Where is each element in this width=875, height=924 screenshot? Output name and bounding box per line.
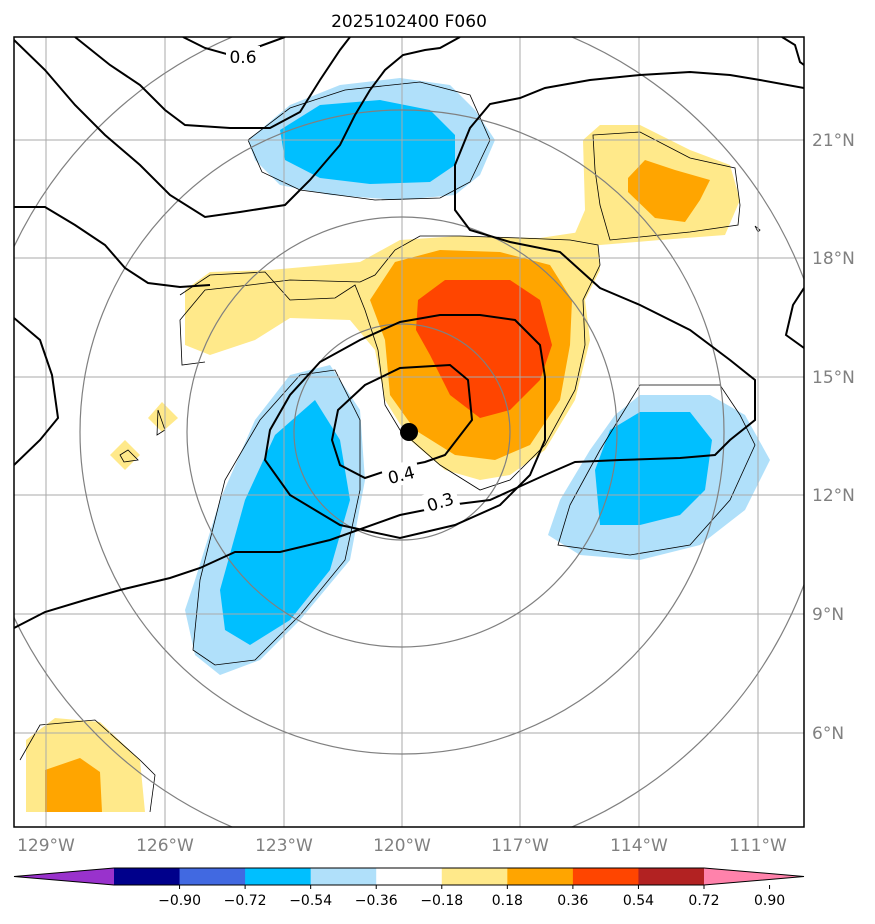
colorbar-segment: [310, 868, 377, 885]
contour-0.6-arc: [74, 37, 351, 129]
label-bg-0.6: [226, 46, 260, 68]
shaded-fields: [26, 78, 770, 812]
colorbar-tick-label: 0.54: [623, 893, 654, 909]
lon-tick-label: 114°W: [610, 836, 668, 856]
contour-left-upper: [14, 206, 211, 289]
colorbar-outline: [13, 867, 805, 886]
colorbar-tick-label: 0.90: [754, 893, 785, 909]
pos-anomaly-speck-1: [148, 402, 178, 432]
lon-tick-label: 123°W: [255, 836, 313, 856]
colorbar: −0.90 −0.72 −0.54 −0.36 −0.18 0.18 0.36 0.54 0.7…: [13, 867, 805, 909]
lat-tick-label: 15°N: [812, 368, 855, 388]
colorbar-segment: [245, 868, 312, 885]
pos-anomaly-speck-2: [110, 440, 140, 470]
colorbar-tick-label: −0.36: [355, 893, 398, 909]
neg-anomaly-east-mid: [595, 412, 712, 525]
colorbar-tick-label: −0.72: [224, 893, 267, 909]
colorbar-segment: [638, 868, 705, 885]
pos-anomaly-northeast-mid: [628, 160, 710, 222]
label-bg-0.3: [419, 484, 461, 518]
colorbar-segment: [441, 868, 508, 885]
thin-contour-speck: [156, 409, 166, 436]
colorbar-tick-label: −0.54: [289, 893, 332, 909]
pos-anomaly-southwest-mid: [45, 758, 102, 812]
colorbar-segment: [114, 868, 181, 885]
lat-tick-label: 21°N: [812, 131, 855, 151]
thick-contours: [14, 37, 804, 629]
label-bg-0.4: [380, 458, 422, 490]
range-ring-1: [293, 323, 511, 541]
lon-tick-labels: 129°W 126°W 123°W 120°W 117°W 114°W 111°…: [17, 836, 787, 856]
colorbar-tick-label: 0.72: [688, 893, 719, 909]
neg-anomaly-southwest-mid: [220, 400, 350, 645]
colorbar-segment: [179, 868, 246, 885]
lat-tick-label: 9°N: [812, 605, 844, 625]
lat-tick-label: 6°N: [812, 724, 844, 744]
contour-left-mid: [14, 317, 60, 466]
thin-contours: [19, 81, 761, 813]
lat-tick-labels: 21°N 18°N 15°N 12°N 9°N 6°N: [812, 131, 855, 744]
thin-contour-southwest-corner: [19, 719, 156, 813]
lat-tick-label: 12°N: [812, 486, 855, 506]
thin-contour-southwest: [192, 369, 361, 666]
colorbar-segment: [507, 868, 574, 885]
storm-center-marker: [400, 423, 418, 441]
colorbar-extend-low: [14, 868, 114, 885]
thin-contour-northeast: [592, 131, 741, 241]
lon-tick-label: 126°W: [136, 836, 194, 856]
range-ring-2: [186, 216, 618, 648]
colorbar-tick-label: −0.18: [420, 893, 463, 909]
contour-right-edge: [784, 287, 804, 349]
colorbar-tick-label: 0.18: [492, 893, 523, 909]
colorbar-tick-label: −0.90: [158, 893, 201, 909]
thin-contour-east: [557, 384, 756, 556]
lon-tick-label: 111°W: [729, 836, 787, 856]
gridlines: [14, 37, 804, 827]
contour-labels: 0.6 0.4 0.3: [226, 46, 461, 518]
map-area: 0.6 0.4 0.3: [14, 37, 804, 827]
thin-contour-central: [179, 235, 601, 491]
colorbar-tick-label: 0.36: [557, 893, 588, 909]
lon-tick-label: 120°W: [373, 836, 431, 856]
range-rings: [14, 37, 804, 827]
contour-right-edge-top: [781, 37, 804, 66]
contour-label-0.6: 0.6: [229, 48, 256, 68]
range-ring-3: [79, 109, 725, 755]
contour-0.3: [263, 314, 546, 540]
thin-contour-north: [247, 81, 491, 201]
lon-tick-label: 129°W: [17, 836, 75, 856]
thin-contour-speck-2: [119, 449, 139, 463]
map-frame: [13, 36, 805, 828]
contour-ridge-north: [14, 70, 804, 629]
colorbar-extend-high: [704, 868, 804, 885]
lon-tick-label: 117°W: [491, 836, 549, 856]
colorbar-segment: [572, 868, 639, 885]
lat-tick-label: 18°N: [812, 249, 855, 269]
colorbar-segment: [376, 868, 443, 885]
chart-title: 2025102400 F060: [331, 12, 487, 32]
contour-0.6-left: [14, 37, 461, 219]
